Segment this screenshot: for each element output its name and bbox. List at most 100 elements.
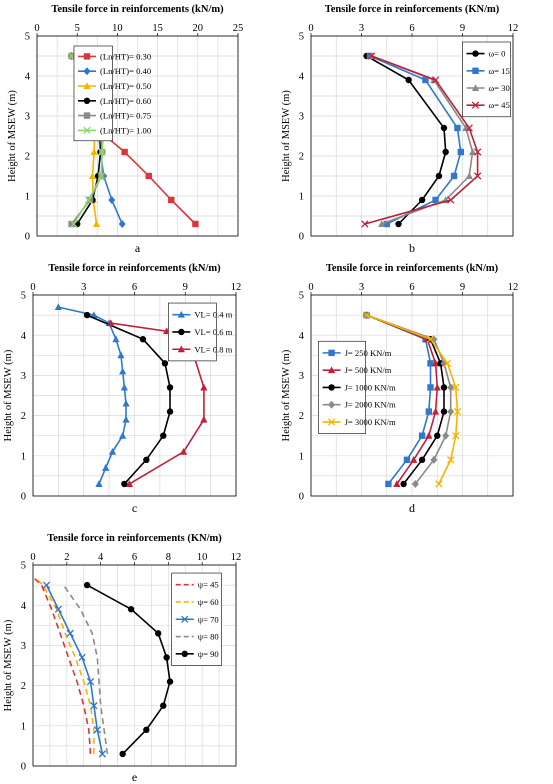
data-point bbox=[166, 384, 174, 391]
legend-marker bbox=[328, 384, 335, 391]
data-point bbox=[385, 480, 392, 488]
legend-label: ψ= 60 bbox=[198, 597, 219, 607]
data-point bbox=[403, 456, 411, 464]
x-tick-label: 0 bbox=[308, 282, 313, 293]
data-point bbox=[447, 407, 455, 416]
legend-label: ψ= 90 bbox=[198, 649, 219, 659]
x-axis-title: Tensile force in reinforcements (KN/m) bbox=[325, 4, 500, 15]
x-tick-label: 15 bbox=[152, 23, 163, 34]
legend-label: J= 1000 KN/m bbox=[345, 382, 396, 392]
x-tick-label: 9 bbox=[183, 282, 188, 293]
data-point bbox=[121, 148, 128, 156]
panel-label: b bbox=[409, 241, 415, 255]
data-point bbox=[192, 220, 199, 228]
legend-label: ψ= 45 bbox=[198, 580, 219, 590]
legend-label: ω= 30 bbox=[489, 83, 510, 93]
data-point bbox=[54, 605, 63, 613]
data-point bbox=[83, 581, 91, 589]
y-tick-label: 5 bbox=[299, 32, 304, 43]
x-tick-label: 0 bbox=[34, 23, 39, 34]
data-point bbox=[88, 172, 97, 179]
data-point bbox=[95, 480, 103, 487]
y-axis-title: Height of MSEW (m) bbox=[281, 349, 292, 441]
data-point bbox=[435, 480, 443, 488]
data-point bbox=[78, 653, 86, 662]
y-tick-label: 4 bbox=[21, 331, 27, 342]
legend-box bbox=[462, 41, 511, 118]
y-tick-label: 3 bbox=[21, 371, 26, 382]
data-point bbox=[450, 172, 458, 180]
data-point bbox=[160, 702, 167, 709]
x-tick-label: 6 bbox=[132, 282, 137, 293]
y-tick-label: 4 bbox=[299, 72, 305, 83]
y-tick-label: 5 bbox=[299, 291, 304, 302]
y-tick-label: 2 bbox=[299, 152, 304, 163]
data-point bbox=[121, 480, 128, 488]
series-line bbox=[32, 576, 92, 754]
data-point bbox=[447, 383, 455, 392]
x-tick-label: 5 bbox=[75, 23, 80, 34]
y-tick-label: 0 bbox=[21, 762, 26, 773]
series-line bbox=[45, 584, 104, 755]
data-point bbox=[457, 148, 465, 156]
data-point bbox=[433, 383, 441, 391]
data-point bbox=[154, 630, 162, 637]
x-axis-title: Tensile force in reinforcements (KN/m) bbox=[47, 533, 222, 544]
series-b-3 bbox=[361, 52, 482, 228]
series-line bbox=[366, 314, 439, 485]
series-line bbox=[86, 584, 171, 755]
legend-marker bbox=[181, 650, 188, 658]
data-point bbox=[98, 148, 106, 156]
data-point bbox=[98, 750, 107, 758]
data-point bbox=[434, 432, 441, 439]
legend-marker bbox=[472, 67, 479, 74]
data-point bbox=[425, 431, 433, 439]
data-point bbox=[83, 311, 91, 319]
x-tick-label: 3 bbox=[359, 23, 364, 34]
legend: ω= 0 ω= 15 ω= 30 ω= 45 bbox=[462, 41, 511, 118]
data-point bbox=[378, 220, 386, 227]
legend-label: VL= 0.8 m bbox=[194, 344, 232, 354]
data-point bbox=[418, 196, 426, 204]
y-axis-title: Height of MSEW (m) bbox=[3, 619, 14, 711]
y-tick-label: 3 bbox=[299, 371, 304, 382]
y-tick-label: 0 bbox=[299, 232, 304, 243]
legend-marker bbox=[178, 328, 185, 336]
legend-marker bbox=[328, 349, 335, 357]
series-line bbox=[34, 576, 95, 754]
legend-marker bbox=[327, 418, 336, 426]
x-tick-label: 12 bbox=[508, 282, 519, 293]
series-line bbox=[366, 314, 459, 485]
series-line bbox=[366, 314, 445, 485]
data-point bbox=[117, 351, 125, 359]
y-tick-label: 1 bbox=[299, 451, 304, 462]
series-d-4 bbox=[362, 311, 462, 488]
data-point bbox=[431, 76, 440, 84]
legend-marker bbox=[83, 67, 91, 76]
legend-label: (Ln/HT)= 0.40 bbox=[100, 66, 151, 76]
series-e-2 bbox=[42, 581, 107, 758]
x-tick-label: 12 bbox=[231, 552, 242, 563]
data-point bbox=[453, 407, 462, 416]
legend: J= 250 KN/m J= 500 KN/m J= 1000 KN/m J= 200… bbox=[318, 340, 396, 434]
x-tick-label: 25 bbox=[233, 23, 244, 34]
plot-frame bbox=[36, 35, 239, 237]
legend-marker bbox=[472, 50, 479, 57]
data-point bbox=[160, 432, 167, 439]
data-point bbox=[465, 172, 473, 179]
data-point bbox=[119, 431, 127, 439]
data-point bbox=[440, 408, 448, 415]
data-point bbox=[473, 172, 482, 180]
data-point bbox=[112, 335, 120, 343]
data-point bbox=[418, 456, 426, 464]
data-point bbox=[200, 415, 208, 423]
y-tick-label: 1 bbox=[21, 721, 26, 732]
data-point bbox=[120, 383, 128, 391]
data-point bbox=[454, 124, 461, 132]
y-tick-label: 1 bbox=[21, 451, 26, 462]
y-tick-label: 4 bbox=[21, 601, 27, 612]
x-tick-label: 6 bbox=[132, 552, 137, 563]
